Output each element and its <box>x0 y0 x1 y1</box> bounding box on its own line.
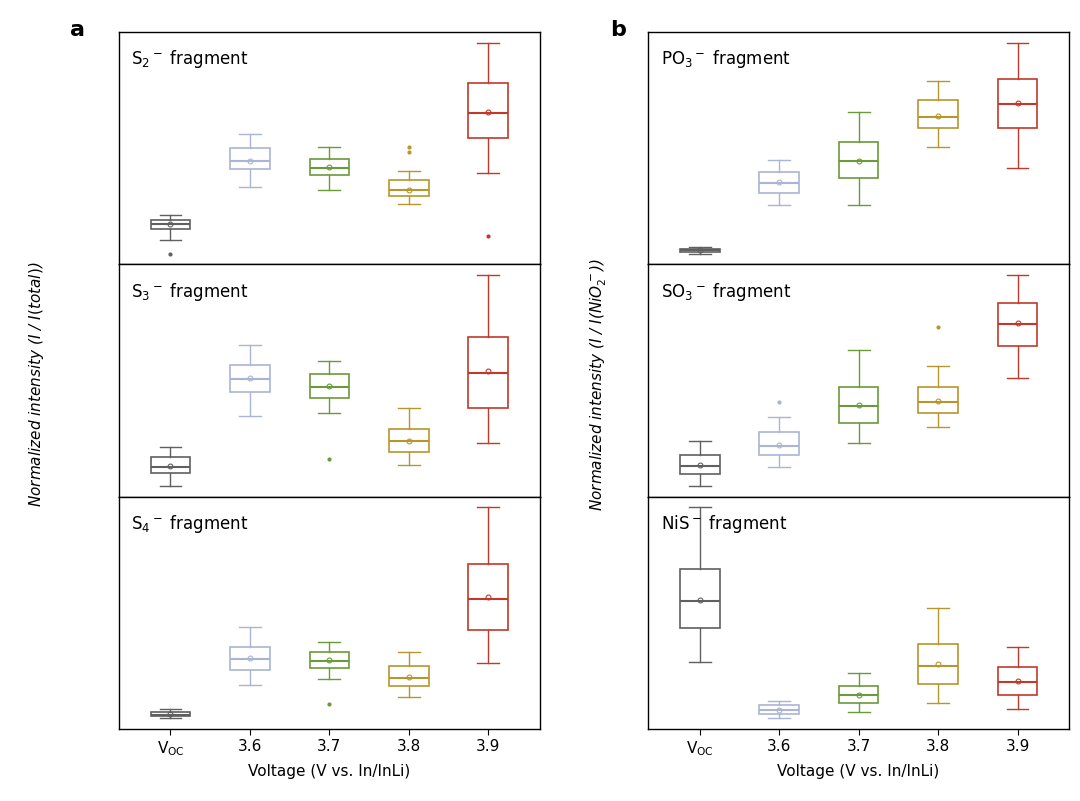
Bar <box>918 644 958 684</box>
Bar <box>310 374 349 397</box>
Bar <box>679 569 719 628</box>
Bar <box>759 432 799 455</box>
Text: a: a <box>70 20 85 40</box>
Bar <box>469 565 509 630</box>
Text: S$_3$$^-$ fragment: S$_3$$^-$ fragment <box>132 280 248 303</box>
Bar <box>998 666 1038 694</box>
Bar <box>230 646 270 670</box>
Bar <box>469 83 509 138</box>
Bar <box>918 100 958 128</box>
Bar <box>310 653 349 668</box>
Text: PO$_3$$^-$ fragment: PO$_3$$^-$ fragment <box>661 48 791 70</box>
Text: b: b <box>610 20 626 40</box>
Bar <box>389 429 429 453</box>
Bar <box>839 142 878 178</box>
Bar <box>230 364 270 392</box>
Text: SO$_3$$^-$ fragment: SO$_3$$^-$ fragment <box>661 280 792 303</box>
Bar <box>389 180 429 196</box>
Text: S$_4$$^-$ fragment: S$_4$$^-$ fragment <box>132 513 248 535</box>
X-axis label: Voltage (V vs. In/InLi): Voltage (V vs. In/InLi) <box>778 763 940 779</box>
Bar <box>230 148 270 169</box>
Bar <box>310 159 349 175</box>
Bar <box>998 78 1038 128</box>
Text: Normalized intensity ($I$ / $I$($NiO_2^-$)): Normalized intensity ($I$ / $I$($NiO_2^-… <box>589 258 609 511</box>
Bar <box>469 337 509 408</box>
Text: NiS$^-$ fragment: NiS$^-$ fragment <box>661 513 787 535</box>
Bar <box>150 457 190 473</box>
Bar <box>389 666 429 686</box>
Text: Normalized intensity ($I$ / $I(total)$): Normalized intensity ($I$ / $I(total)$) <box>27 262 46 507</box>
X-axis label: Voltage (V vs. In/InLi): Voltage (V vs. In/InLi) <box>248 763 410 779</box>
Bar <box>918 387 958 413</box>
Bar <box>679 249 719 252</box>
Bar <box>998 303 1038 346</box>
Bar <box>759 172 799 193</box>
Bar <box>150 712 190 716</box>
Bar <box>759 706 799 714</box>
Bar <box>679 455 719 474</box>
Text: S$_2$$^-$ fragment: S$_2$$^-$ fragment <box>132 48 248 70</box>
Bar <box>839 686 878 703</box>
Bar <box>839 387 878 422</box>
Bar <box>150 220 190 229</box>
